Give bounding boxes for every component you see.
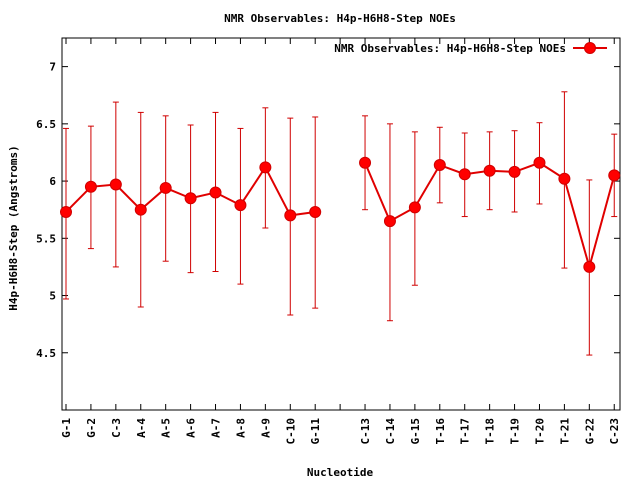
x-tick-label: C-13 bbox=[359, 418, 372, 445]
data-point bbox=[109, 178, 122, 191]
data-point bbox=[284, 209, 297, 222]
x-tick-label: G-22 bbox=[583, 418, 596, 445]
y-tick-label: 5 bbox=[49, 290, 56, 303]
x-axis: G-1 G-2 C-3 A-4 A-5 A-6 A-7 A-8 A-9 C-10 G-11 C-13 C… bbox=[60, 38, 621, 445]
x-axis-label: Nucleotide bbox=[307, 466, 374, 479]
data-point bbox=[359, 156, 372, 169]
data-point bbox=[583, 260, 596, 273]
data-point bbox=[234, 199, 247, 212]
data-point bbox=[159, 181, 172, 194]
data-point bbox=[483, 164, 496, 177]
x-tick-label: G-11 bbox=[309, 418, 322, 445]
x-tick-label: G-15 bbox=[409, 418, 422, 445]
x-tick-label: A-9 bbox=[259, 418, 272, 438]
y-tick-label: 6.5 bbox=[36, 118, 56, 131]
x-tick-label: T-18 bbox=[484, 418, 497, 445]
data-point bbox=[134, 203, 147, 216]
x-tick-label: C-3 bbox=[110, 418, 123, 438]
data-point bbox=[309, 205, 322, 218]
data-point bbox=[209, 186, 222, 199]
data-point bbox=[60, 205, 72, 218]
data-point bbox=[433, 159, 446, 172]
y-tick-label: 6 bbox=[49, 175, 56, 188]
y-tick-label: 7 bbox=[49, 61, 56, 74]
legend: NMR Observables: H4p-H6H8-Step NOEs bbox=[334, 42, 607, 55]
data-point bbox=[608, 169, 621, 182]
x-tick-label: C-23 bbox=[608, 418, 621, 445]
x-tick-label: A-7 bbox=[210, 418, 223, 438]
x-tick-label: G-1 bbox=[60, 418, 73, 438]
x-tick-label: A-5 bbox=[160, 418, 173, 438]
data-point bbox=[84, 180, 97, 193]
data-point bbox=[558, 172, 571, 185]
data-point bbox=[408, 201, 421, 214]
y-axis-label: H4p-H6H8-Step (Angstroms) bbox=[7, 145, 20, 311]
y-tick-label: 4.5 bbox=[36, 347, 56, 360]
x-tick-label: A-8 bbox=[234, 418, 247, 438]
data-point bbox=[184, 192, 197, 205]
x-tick-label: T-20 bbox=[533, 418, 546, 445]
chart-title: NMR Observables: H4p-H6H8-Step NOEs bbox=[224, 12, 456, 25]
x-tick-label: T-16 bbox=[434, 418, 447, 445]
plot-frame bbox=[61, 37, 621, 411]
x-tick-label: T-21 bbox=[558, 418, 571, 445]
data-point bbox=[458, 168, 471, 181]
y-axis: 4.5 5 5.5 6 6.5 7 bbox=[36, 61, 620, 360]
data-point bbox=[533, 156, 546, 169]
series-line bbox=[65, 161, 616, 271]
data-point bbox=[259, 161, 272, 174]
data-point bbox=[508, 165, 521, 178]
x-tick-label: T-19 bbox=[509, 418, 522, 445]
x-tick-label: C-14 bbox=[384, 418, 397, 445]
series-layer bbox=[60, 91, 621, 356]
x-tick-label: C-10 bbox=[284, 418, 297, 445]
legend-marker bbox=[584, 42, 596, 54]
legend-label: NMR Observables: H4p-H6H8-Step NOEs bbox=[334, 42, 566, 55]
x-tick-label: A-4 bbox=[135, 418, 148, 438]
y-tick-label: 5.5 bbox=[36, 232, 56, 245]
x-tick-label: T-17 bbox=[459, 418, 472, 445]
x-tick-label: A-6 bbox=[185, 418, 198, 438]
data-point bbox=[383, 215, 396, 228]
x-tick-label: G-2 bbox=[85, 418, 98, 438]
